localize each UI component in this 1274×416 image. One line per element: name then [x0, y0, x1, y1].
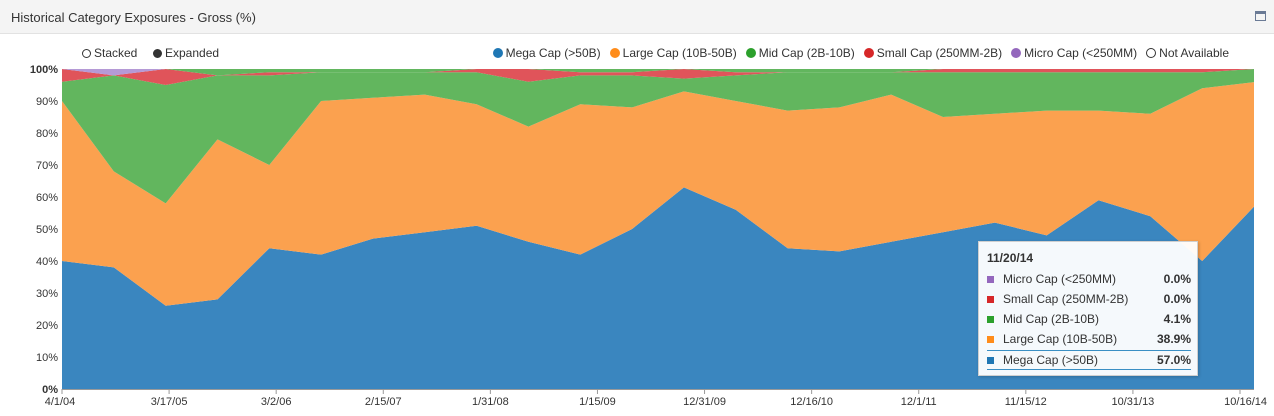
x-tick-label: 1/31/08	[472, 396, 509, 408]
tooltip-value: 0.0%	[1163, 272, 1191, 286]
tooltip-row: Mid Cap (2B-10B) 4.1%	[987, 310, 1191, 328]
legend-label: Small Cap (250MM-2B)	[876, 46, 1003, 60]
tooltip-row: Small Cap (250MM-2B) 0.0%	[987, 290, 1191, 308]
legend-item[interactable]: Small Cap (250MM-2B)	[863, 46, 1003, 60]
stacked-toggle[interactable]: Stacked	[82, 46, 137, 60]
tooltip-swatch-icon	[987, 335, 994, 343]
legend-label: Mega Cap (>50B)	[505, 46, 601, 60]
mega-cap-area[interactable]	[62, 187, 1254, 389]
large-cap-area[interactable]	[62, 82, 1254, 306]
tooltip-value: 38.9%	[1156, 332, 1191, 346]
small-cap-area[interactable]	[62, 69, 1254, 85]
legend-item[interactable]: Micro Cap (<250MM)	[1011, 46, 1137, 60]
tooltip-date: 11/20/14	[987, 251, 1034, 265]
expanded-label: Expanded	[165, 46, 220, 60]
legend-dot-icon	[609, 48, 620, 58]
tooltip-row: Large Cap (10B-50B) 38.9%	[987, 330, 1191, 348]
legend-label: Not Available	[1159, 46, 1229, 60]
y-tick-label: 70%	[36, 160, 58, 172]
y-tick-label: 20%	[36, 320, 58, 332]
y-tick-label: 0%	[42, 384, 58, 396]
y-tick-label: 30%	[36, 288, 58, 300]
legend-label: Large Cap (10B-50B)	[622, 46, 737, 60]
tooltip-swatch-icon	[987, 315, 994, 323]
legend-label: Micro Cap (<250MM)	[1024, 46, 1138, 60]
tooltip-value: 4.1%	[1163, 312, 1191, 326]
x-tick-label: 3/2/06	[261, 396, 292, 408]
tooltip-label: Small Cap (250MM-2B)	[1003, 292, 1129, 306]
legend-item[interactable]: Not Available	[1146, 46, 1229, 60]
legend-item[interactable]: Mega Cap (>50B)	[492, 46, 601, 60]
tooltip-value: 0.0%	[1163, 292, 1191, 306]
x-tick-label: 12/1/11	[901, 396, 937, 408]
x-tick-label: 10/31/13	[1111, 396, 1154, 408]
legend-label: Mid Cap (2B-10B)	[758, 46, 855, 60]
x-tick-label: 1/15/09	[579, 396, 616, 408]
legend-dot-icon	[1146, 48, 1157, 58]
x-tick-label: 4/1/04	[45, 396, 76, 408]
legend-dot-icon	[863, 48, 874, 58]
expanded-toggle[interactable]: Expanded	[153, 46, 219, 60]
stacked-label: Stacked	[94, 46, 138, 60]
y-tick-label: 90%	[36, 96, 58, 108]
x-tick-label: 10/16/14	[1224, 396, 1267, 408]
x-tick-label: 2/15/07	[365, 396, 402, 408]
x-tick-label: 12/31/09	[683, 396, 726, 408]
y-tick-label: 80%	[36, 128, 58, 140]
radio-unselected-icon[interactable]	[82, 48, 91, 58]
maximize-icon[interactable]	[1255, 11, 1266, 21]
y-tick-label: 100%	[30, 64, 58, 76]
y-tick-label: 60%	[36, 192, 58, 204]
radio-selected-icon[interactable]	[153, 48, 162, 58]
legend-dot-icon	[745, 48, 756, 58]
chart-tooltip: 11/20/14 Micro Cap (<250MM) 0.0% Small Cap…	[978, 241, 1198, 376]
legend-dot-icon	[1011, 48, 1022, 58]
y-tick-label: 50%	[36, 224, 58, 236]
tooltip-swatch-icon	[987, 295, 994, 303]
mid-cap-area[interactable]	[62, 69, 1254, 204]
tooltip-value: 57.0%	[1156, 353, 1191, 367]
tooltip-swatch-icon	[987, 275, 994, 283]
x-tick-label: 11/15/12	[1005, 396, 1047, 408]
panel-header: Historical Category Exposures - Gross (%…	[0, 0, 1274, 34]
panel-title: Historical Category Exposures - Gross (%…	[11, 10, 256, 25]
tooltip-label: Micro Cap (<250MM)	[1003, 272, 1117, 286]
tooltip-row: Mega Cap (>50B) 57.0%	[987, 350, 1191, 370]
mid-cap-area-top	[62, 69, 1254, 76]
tooltip-label: Mega Cap (>50B)	[1003, 353, 1099, 367]
legend-item[interactable]: Large Cap (10B-50B)	[609, 46, 737, 60]
tooltip-label: Large Cap (10B-50B)	[1003, 332, 1118, 346]
y-tick-label: 10%	[36, 352, 58, 364]
x-tick-label: 12/16/10	[790, 396, 833, 408]
x-tick-label: 3/17/05	[151, 396, 188, 408]
legend-dot-icon	[492, 48, 503, 58]
chart-legend: Mega Cap (>50B) Large Cap (10B-50B) Mid Ca…	[492, 46, 1229, 60]
legend-item[interactable]: Mid Cap (2B-10B)	[745, 46, 855, 60]
tooltip-swatch-icon	[987, 356, 994, 364]
tooltip-label: Mid Cap (2B-10B)	[1003, 312, 1100, 326]
tooltip-row: Micro Cap (<250MM) 0.0%	[987, 270, 1191, 288]
y-tick-label: 40%	[36, 256, 58, 268]
